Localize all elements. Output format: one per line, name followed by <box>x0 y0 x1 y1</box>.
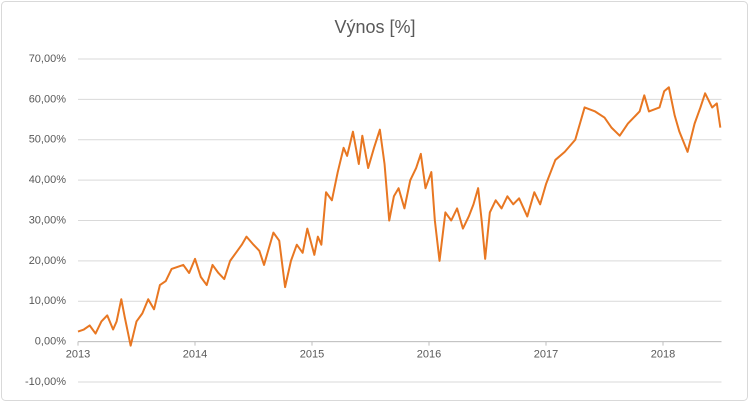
y-tick-label: 30,00% <box>29 214 67 226</box>
y-tick-label: 10,00% <box>29 295 67 307</box>
y-tick-label: -10,00% <box>25 376 66 388</box>
y-tick-label: 0,00% <box>35 336 66 348</box>
x-tick-label: 2017 <box>534 349 558 361</box>
x-tick-label: 2013 <box>66 349 90 361</box>
chart-border <box>1 1 748 401</box>
x-tick-label: 2016 <box>417 349 441 361</box>
x-tick-label: 2018 <box>651 349 675 361</box>
y-tick-label: 20,00% <box>29 255 67 267</box>
y-tick-label: 70,00% <box>29 53 67 65</box>
x-tick-label: 2015 <box>300 349 324 361</box>
x-tick-label: 2014 <box>183 349 207 361</box>
y-tick-label: 50,00% <box>29 134 67 146</box>
y-tick-label: 60,00% <box>29 93 67 105</box>
y-tick-label: 40,00% <box>29 174 67 186</box>
chart-title: Výnos [%] <box>334 17 415 37</box>
line <box>77 86 722 347</box>
